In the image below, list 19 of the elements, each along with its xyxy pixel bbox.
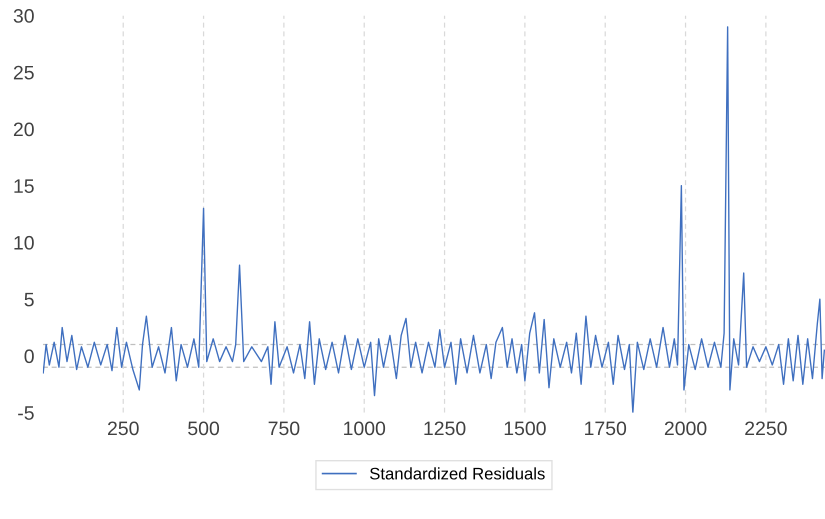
x-tick-label: 750 — [268, 421, 300, 436]
x-tick-label: 250 — [108, 421, 139, 436]
x-tick-label: 1750 — [585, 421, 626, 436]
x-tick-label: 500 — [188, 421, 220, 436]
x-tick-label: 1000 — [344, 421, 386, 436]
y-tick-label: 15 — [14, 179, 34, 193]
x-tick-label: 2000 — [664, 421, 706, 436]
y-tick-label: 25 — [14, 66, 34, 80]
y-tick-label: 20 — [14, 122, 34, 136]
line-series — [42, 26, 825, 413]
y-tick-label: -5 — [18, 406, 34, 420]
y-tick-label: 5 — [24, 292, 34, 306]
legend-label: Standardized Residuals — [370, 467, 545, 480]
y-tick-label: 30 — [14, 9, 34, 23]
x-tick-label: 1250 — [424, 421, 466, 436]
x-tick-label: 2250 — [745, 421, 787, 436]
y-tick-label: 10 — [14, 236, 34, 250]
x-tick-label: 1500 — [504, 421, 546, 436]
y-tick-label: 0 — [24, 349, 34, 364]
